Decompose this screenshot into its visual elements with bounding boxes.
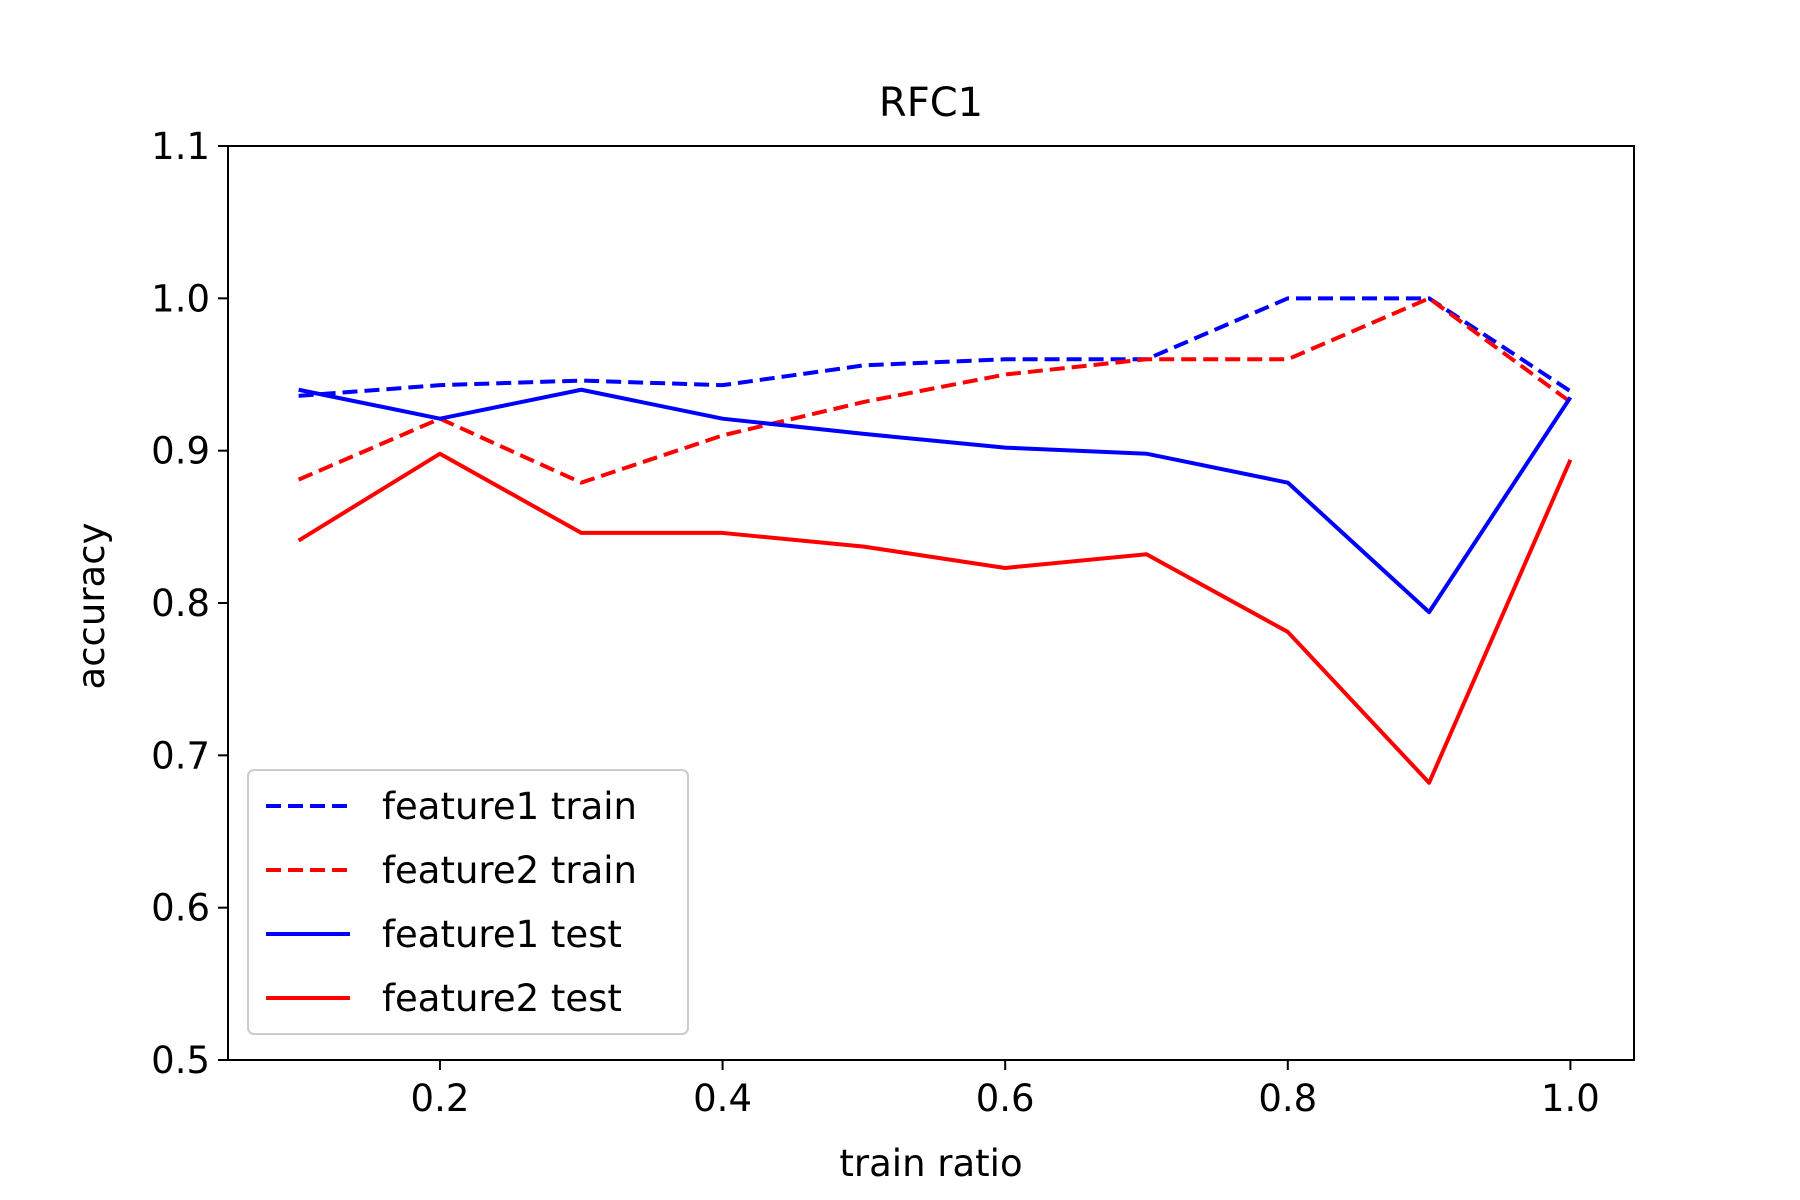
y-tick-label: 0.5 bbox=[151, 1039, 210, 1082]
chart-title: RFC1 bbox=[879, 80, 983, 126]
legend: feature1 train feature2 train feature1 tes… bbox=[247, 769, 689, 1035]
axis-ticks: 0.2 0.4 0.6 0.8 1.0 0.5 0.6 0.7 0.8 0.9 1.0 1.1 bbox=[151, 125, 1600, 1120]
y-tick-label: 1.1 bbox=[151, 125, 210, 168]
series-line-feature2-train bbox=[297, 296, 1572, 485]
y-tick-label: 0.6 bbox=[151, 887, 210, 930]
y-tick-label: 0.7 bbox=[151, 734, 210, 777]
y-tick-label: 0.8 bbox=[151, 582, 210, 625]
y-tick-label: 1.0 bbox=[151, 277, 210, 320]
legend-label: feature2 train bbox=[382, 849, 637, 892]
x-tick-label: 1.0 bbox=[1541, 1077, 1600, 1120]
x-tick-label: 0.2 bbox=[411, 1077, 470, 1120]
x-tick-label: 0.4 bbox=[693, 1077, 752, 1120]
legend-label: feature1 test bbox=[382, 913, 622, 956]
legend-box bbox=[247, 769, 689, 1035]
series-lines bbox=[297, 296, 1573, 785]
y-axis-label: accuracy bbox=[70, 523, 113, 690]
legend-label: feature2 test bbox=[382, 977, 622, 1020]
series-line-feature2-test bbox=[297, 451, 1573, 785]
x-axis-label: train ratio bbox=[839, 1142, 1022, 1185]
x-tick-label: 0.8 bbox=[1258, 1077, 1317, 1120]
series-line-feature1-train bbox=[298, 296, 1572, 398]
y-tick-label: 0.9 bbox=[151, 430, 210, 473]
x-tick-label: 0.6 bbox=[976, 1077, 1035, 1120]
plot-frame bbox=[227, 145, 1635, 1061]
legend-label: feature1 train bbox=[382, 785, 637, 828]
series-line-feature1-test bbox=[298, 387, 1573, 615]
